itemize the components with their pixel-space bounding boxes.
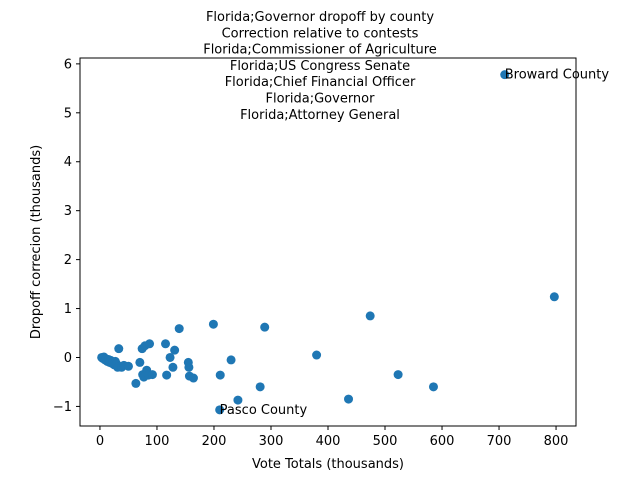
data-point: [188, 373, 198, 383]
y-tick-label: 4: [64, 155, 72, 170]
x-tick-label: 700: [487, 434, 512, 449]
x-tick-label: 600: [430, 434, 455, 449]
data-point: [165, 352, 175, 362]
data-point: [174, 324, 184, 334]
data-point: [226, 355, 236, 365]
data-point: [312, 350, 322, 360]
title-line: Correction relative to contests: [222, 26, 419, 41]
y-axis-label: Dropoff correcion (thousands): [29, 145, 44, 339]
title-line: Florida;Commissioner of Agriculture: [203, 43, 437, 58]
data-point: [123, 361, 133, 371]
x-tick-label: 300: [259, 434, 284, 449]
y-tick-label: 1: [64, 302, 72, 317]
y-tick-label: 6: [64, 57, 72, 72]
y-tick-label: 0: [64, 351, 72, 366]
data-point: [114, 344, 124, 354]
chart-title: Florida;Governor dropoff by countyCorrec…: [203, 10, 437, 123]
data-point: [500, 70, 510, 80]
data-point: [255, 382, 265, 392]
data-point: [168, 362, 178, 372]
annotations: Broward County Pasco County: [220, 68, 610, 418]
data-point: [170, 345, 180, 355]
data-point: [162, 370, 172, 380]
data-point: [208, 319, 218, 329]
title-line: Florida;Governor: [266, 92, 376, 107]
data-point: [260, 322, 270, 332]
y-tick-label: 5: [64, 106, 72, 121]
data-point: [215, 405, 225, 415]
data-point: [393, 370, 403, 380]
data-point: [135, 357, 145, 367]
y-tick-label: 2: [64, 253, 72, 268]
data-point: [184, 362, 194, 372]
data-point: [145, 339, 155, 349]
title-line: Florida;US Congress Senate: [230, 59, 410, 74]
x-tick-label: 100: [145, 434, 170, 449]
x-tick-label: 400: [316, 434, 341, 449]
y-axis-ticks: −1 0 1 2 3 4 5 6: [53, 57, 80, 415]
point-annotation: Pasco County: [220, 403, 308, 418]
title-line: Florida;Chief Financial Officer: [225, 75, 416, 90]
x-tick-label: 500: [373, 434, 398, 449]
data-point: [365, 311, 375, 321]
data-point: [147, 370, 157, 380]
y-tick-label: −1: [53, 400, 72, 415]
x-tick-label: 800: [544, 434, 569, 449]
data-point: [215, 370, 225, 380]
x-axis-label: Vote Totals (thousands): [252, 457, 404, 472]
data-point: [428, 382, 438, 392]
x-tick-label: 0: [96, 434, 104, 449]
title-line: Florida;Governor dropoff by county: [206, 10, 434, 25]
x-tick-label: 200: [202, 434, 227, 449]
data-point: [233, 395, 243, 405]
y-tick-label: 3: [64, 204, 72, 219]
point-annotation: Broward County: [505, 68, 610, 83]
data-point: [549, 292, 559, 302]
data-point: [161, 339, 171, 349]
title-line: Florida;Attorney General: [240, 108, 400, 123]
x-axis-ticks: 0 100 200 300 400 500 600 700 800: [96, 426, 569, 449]
data-points: [97, 70, 559, 415]
data-point: [131, 378, 141, 388]
data-point: [344, 394, 354, 404]
